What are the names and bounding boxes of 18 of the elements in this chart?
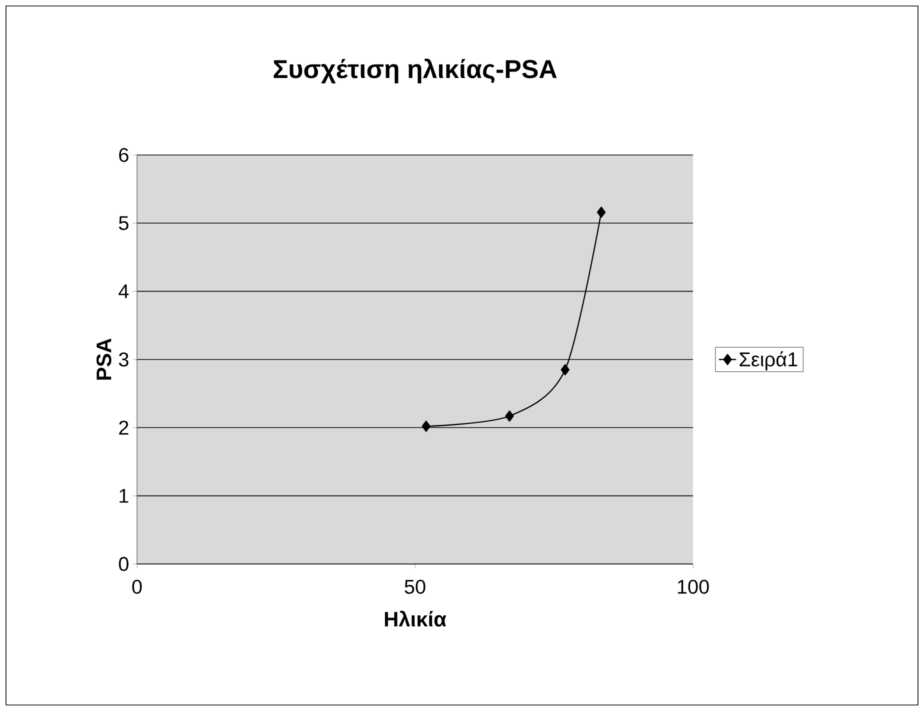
chart-title: Συσχέτιση ηλικίας-PSA	[274, 58, 557, 84]
point	[505, 410, 514, 422]
y-tick-label: 6	[119, 148, 128, 162]
y-axis-title: PSA	[96, 338, 112, 380]
y-tick-label: 2	[119, 420, 128, 435]
y-tick-label: 4	[118, 284, 129, 298]
x-tick-label: 0	[132, 580, 142, 594]
legend-label: Σειρά1	[740, 351, 798, 370]
y-tick-label: 5	[118, 216, 128, 230]
x-axis-title: Ηλικία	[384, 610, 446, 627]
point	[596, 206, 606, 218]
x-tick-label: 50	[404, 580, 426, 594]
point	[422, 420, 430, 432]
x-tick-label: 100	[678, 580, 709, 594]
y-tick-label: 1	[120, 488, 128, 503]
point	[560, 364, 570, 376]
y-tick-label: 3	[118, 352, 128, 367]
y-tick-label: 0	[118, 556, 128, 572]
